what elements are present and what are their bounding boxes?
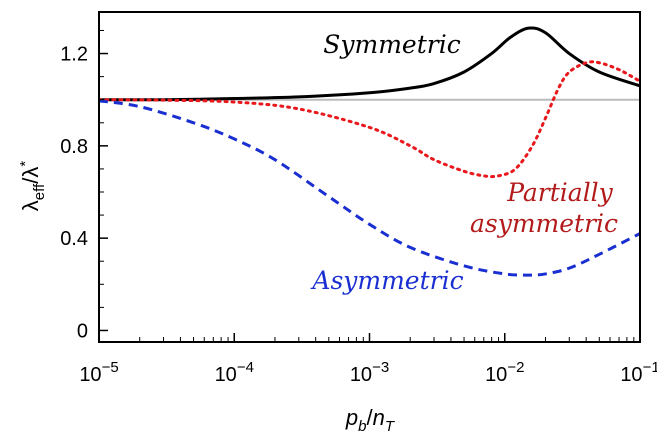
x-tick-label: 10−3 [350,359,389,386]
series-label-partially-line1: Partially [506,178,613,207]
y-tick-label: 1.2 [60,44,88,66]
series-line-symmetric [99,26,640,102]
x-tick-label: 10−5 [79,359,118,386]
x-tick-label: 10−4 [215,359,254,386]
y-tick-label: 0.8 [60,136,88,158]
y-tick-label: 0 [77,320,88,342]
series-label-partially-line2: asymmetric [470,209,618,238]
x-tick-label: 10−1 [620,359,657,386]
series-line-asymmetric [99,99,640,277]
series-layer [99,26,640,277]
series-label-asymmetric: Asymmetric [310,266,463,295]
tick-layer: 10−5 10−4 10−3 10−2 10−1 0 0.4 0.8 1.2 [60,29,657,386]
y-axis-label: λeff/λ* [17,161,48,212]
series-line-partially-asymmetric [99,60,640,179]
y-tick-label: 0.4 [60,228,88,250]
series-label-symmetric: Symmetric [323,30,460,59]
x-tick-label: 10−2 [485,359,524,386]
x-axis-label: pb/nT [345,405,396,435]
